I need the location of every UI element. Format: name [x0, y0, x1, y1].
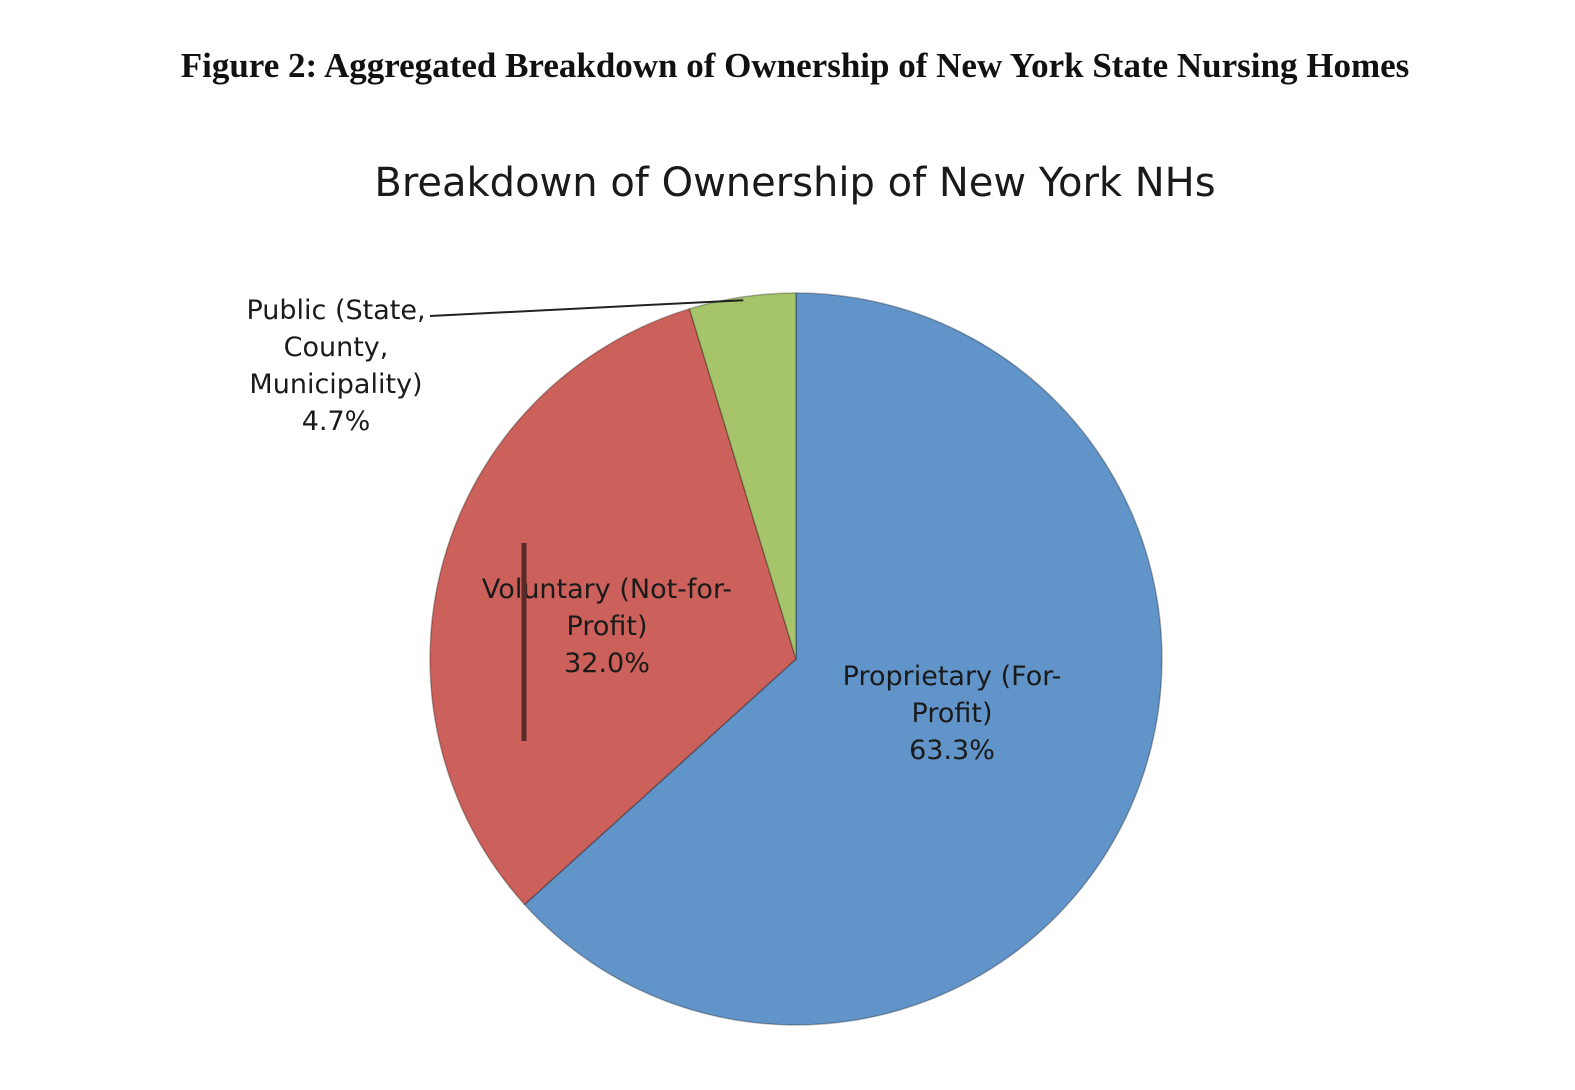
slice-name-label: Voluntary (Not-for-	[482, 574, 732, 605]
slice-value-label: 63.3%	[909, 735, 995, 766]
slice-name-label: Profit)	[912, 698, 993, 729]
slice-name-label: Proprietary (For-	[843, 661, 1062, 692]
pie-slice	[688, 292, 797, 660]
pie-slice	[429, 307, 797, 906]
pie-slice	[523, 292, 1163, 1026]
leader-line	[429, 299, 744, 317]
figure-caption: Figure 2: Aggregated Breakdown of Owners…	[180, 46, 1410, 85]
slice-name-label: Public (State,	[246, 295, 425, 326]
pie-slices	[429, 292, 1163, 1026]
pie-labels: Proprietary (For- Profit) 63.3% Voluntary (…	[246, 295, 1061, 766]
slice-name-label: County,	[284, 332, 389, 363]
slice-value-label: 4.7%	[302, 406, 371, 437]
slice-name-label: Municipality)	[249, 369, 422, 400]
slice-value-label: 32.0%	[564, 648, 650, 679]
slice-name-label: Profit)	[567, 611, 648, 642]
chart-title: Breakdown of Ownership of New York NHs	[374, 160, 1215, 206]
